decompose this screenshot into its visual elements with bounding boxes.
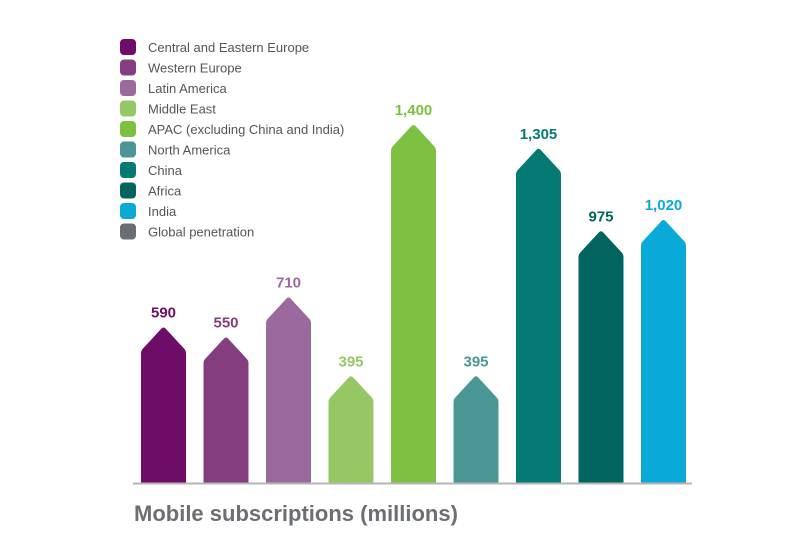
legend-label: Western Europe bbox=[148, 61, 242, 76]
legend-swatch bbox=[120, 39, 136, 55]
bar bbox=[266, 297, 311, 483]
legend-swatch bbox=[120, 121, 136, 137]
data-label: 590 bbox=[151, 305, 176, 322]
legend-swatch bbox=[120, 162, 136, 178]
data-label: 710 bbox=[276, 275, 301, 292]
bar bbox=[641, 220, 686, 483]
legend-label: China bbox=[148, 163, 183, 178]
bar bbox=[391, 125, 436, 483]
legend-label: Africa bbox=[148, 184, 182, 199]
legend-swatch bbox=[120, 80, 136, 96]
bar bbox=[203, 337, 249, 483]
bars: 590 550 710 395 1,400 395 1,305 975 1,020 bbox=[141, 102, 686, 483]
legend-label: Middle East bbox=[148, 102, 216, 117]
data-label: 550 bbox=[213, 315, 238, 332]
legend-swatch bbox=[120, 141, 136, 158]
data-label: 1,305 bbox=[520, 126, 558, 143]
legend-label: India bbox=[148, 204, 177, 219]
legend-label: APAC (excluding China and India) bbox=[148, 122, 344, 137]
bar bbox=[516, 148, 561, 483]
bar bbox=[328, 376, 374, 483]
legend-swatch bbox=[120, 223, 136, 240]
data-label: 395 bbox=[463, 353, 488, 370]
chart-title: Mobile subscriptions (millions) bbox=[134, 501, 458, 526]
bar bbox=[141, 327, 186, 483]
legend-label: Latin America bbox=[148, 81, 228, 96]
legend-swatch bbox=[120, 182, 136, 199]
bar bbox=[578, 231, 624, 483]
legend-label: North America bbox=[148, 143, 231, 158]
legend: Central and Eastern Europe Western Europe… bbox=[120, 39, 344, 240]
data-label: 1,020 bbox=[645, 197, 683, 214]
data-label: 975 bbox=[588, 208, 613, 225]
legend-swatch bbox=[120, 100, 136, 117]
data-label: 1,400 bbox=[395, 102, 433, 119]
legend-swatch bbox=[120, 203, 136, 219]
legend-swatch bbox=[120, 59, 136, 76]
bar bbox=[453, 376, 499, 483]
legend-label: Global penetration bbox=[148, 225, 254, 240]
legend-label: Central and Eastern Europe bbox=[148, 40, 309, 55]
data-label: 395 bbox=[338, 353, 363, 370]
